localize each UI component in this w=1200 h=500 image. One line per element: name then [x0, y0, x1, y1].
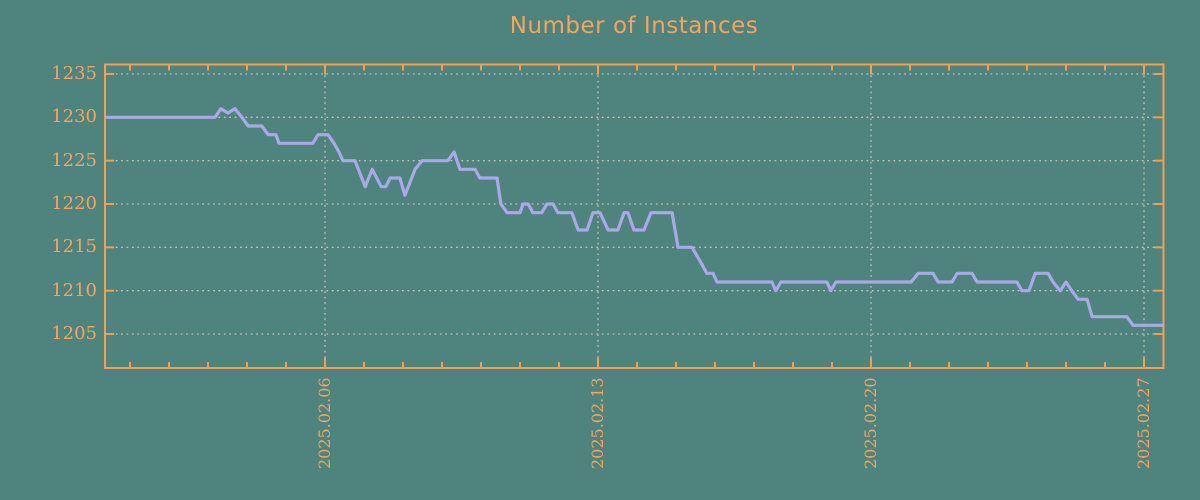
y-axis-tick-label: 1205	[51, 323, 97, 344]
x-axis-tick-label: 2025.02.27	[1134, 377, 1153, 469]
data-line	[105, 107, 1164, 327]
y-axis-tick-label: 1215	[51, 236, 97, 258]
y-axis-tick-label: 1220	[51, 193, 97, 214]
y-axis-tick-label: 1235	[51, 63, 97, 84]
y-axis-tick-label: 1225	[51, 149, 97, 171]
y-axis-tick-label: 1230	[51, 106, 97, 128]
plot-border	[104, 63, 1165, 369]
y-axis-tick-label: 1210	[51, 279, 97, 301]
x-axis-tick-label: 2025.02.20	[861, 377, 880, 469]
x-axis-tick-label: 2025.02.13	[588, 377, 607, 469]
x-axis-tick-label: 2025.02.06	[315, 377, 334, 469]
chart-title: Number of Instances	[509, 13, 759, 39]
